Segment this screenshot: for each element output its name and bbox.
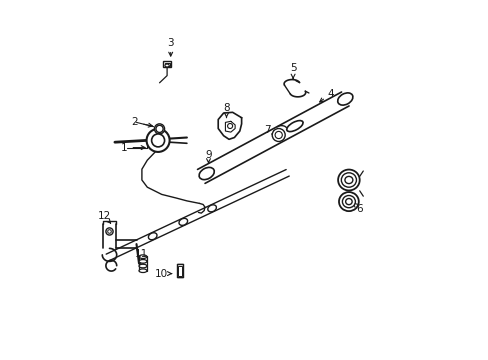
Bar	[164, 63, 169, 66]
Ellipse shape	[199, 167, 214, 180]
Ellipse shape	[342, 195, 355, 208]
Ellipse shape	[139, 255, 146, 258]
Text: 12: 12	[97, 211, 110, 221]
Ellipse shape	[345, 199, 351, 204]
Ellipse shape	[139, 264, 146, 268]
Ellipse shape	[341, 173, 356, 187]
Text: 4: 4	[327, 89, 333, 99]
Circle shape	[154, 124, 164, 134]
Ellipse shape	[139, 269, 146, 273]
Bar	[163, 61, 170, 67]
Circle shape	[107, 230, 111, 233]
Ellipse shape	[179, 219, 187, 225]
Text: 5: 5	[289, 63, 296, 73]
Bar	[178, 266, 181, 276]
Ellipse shape	[344, 176, 352, 184]
Text: 7: 7	[264, 125, 271, 135]
Circle shape	[106, 228, 113, 235]
Text: 3: 3	[167, 38, 174, 48]
Circle shape	[156, 125, 163, 132]
Circle shape	[272, 129, 285, 141]
Circle shape	[146, 129, 169, 152]
Ellipse shape	[164, 64, 169, 67]
Ellipse shape	[286, 121, 303, 132]
Ellipse shape	[337, 170, 359, 190]
Ellipse shape	[338, 192, 358, 211]
Circle shape	[227, 123, 232, 129]
Ellipse shape	[139, 260, 146, 263]
Text: 1: 1	[121, 143, 127, 153]
Ellipse shape	[337, 93, 352, 105]
Text: 2: 2	[131, 117, 138, 127]
Text: 11: 11	[135, 249, 148, 259]
Ellipse shape	[148, 233, 157, 240]
Bar	[177, 264, 182, 277]
Text: 8: 8	[223, 103, 229, 113]
Ellipse shape	[207, 205, 216, 212]
Circle shape	[151, 134, 164, 147]
Circle shape	[275, 131, 282, 139]
Text: 6: 6	[356, 204, 362, 214]
Text: 10: 10	[155, 269, 168, 279]
Text: 9: 9	[205, 150, 211, 160]
